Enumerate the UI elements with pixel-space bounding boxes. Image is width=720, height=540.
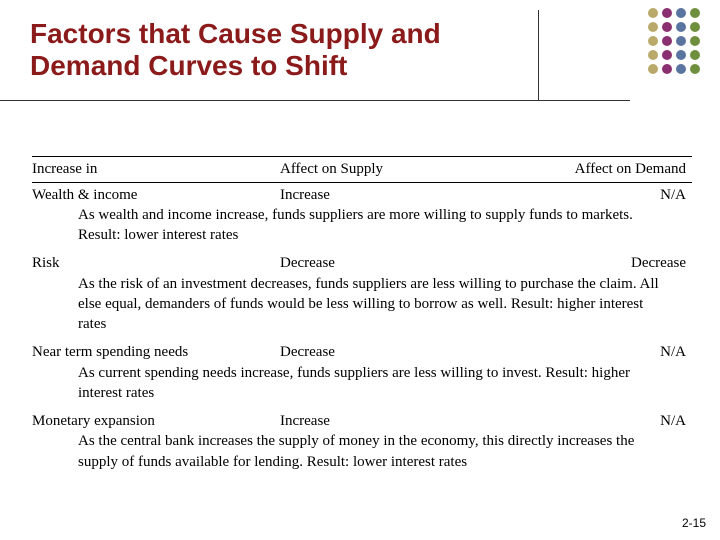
cell-supply: Decrease <box>280 342 518 362</box>
dot-column <box>676 8 686 74</box>
header: Factors that Cause Supply and Demand Cur… <box>0 0 720 96</box>
dot-icon <box>690 8 700 18</box>
dot-icon <box>676 22 686 32</box>
dot-icon <box>662 64 672 74</box>
row-description: As the risk of an investment decreases, … <box>32 274 672 341</box>
decorative-dot-grid <box>648 8 700 74</box>
dot-icon <box>662 8 672 18</box>
cell-supply: Increase <box>280 185 518 205</box>
dot-icon <box>676 50 686 60</box>
page-number: 2-15 <box>682 516 706 530</box>
dot-icon <box>676 36 686 46</box>
row-description: As wealth and income increase, funds sup… <box>32 205 672 252</box>
dot-column <box>690 8 700 74</box>
dot-column <box>648 8 658 74</box>
header-increase-in: Increase in <box>32 159 280 179</box>
cell-factor: Risk <box>32 253 280 273</box>
table-row: Monetary expansionIncreaseN/A <box>32 409 692 431</box>
dot-icon <box>662 36 672 46</box>
slide-title: Factors that Cause Supply and Demand Cur… <box>30 18 510 96</box>
title-underline <box>0 100 630 101</box>
row-description: As current spending needs increase, fund… <box>32 363 672 410</box>
dot-icon <box>662 22 672 32</box>
table-row: RiskDecreaseDecrease <box>32 251 692 273</box>
dot-icon <box>690 22 700 32</box>
table-row: Near term spending needsDecreaseN/A <box>32 340 692 362</box>
dot-icon <box>690 64 700 74</box>
cell-demand: N/A <box>518 411 692 431</box>
dot-icon <box>690 50 700 60</box>
table-row: Wealth & incomeIncreaseN/A <box>32 183 692 205</box>
header-affect-demand: Affect on Demand <box>518 159 692 179</box>
dot-icon <box>648 8 658 18</box>
cell-factor: Near term spending needs <box>32 342 280 362</box>
header-affect-supply: Affect on Supply <box>280 159 518 179</box>
dot-icon <box>648 50 658 60</box>
content-area: Increase in Affect on Supply Affect on D… <box>0 96 720 478</box>
dot-icon <box>648 36 658 46</box>
row-description: As the central bank increases the supply… <box>32 431 672 478</box>
dot-icon <box>648 64 658 74</box>
cell-factor: Monetary expansion <box>32 411 280 431</box>
cell-demand: N/A <box>518 185 692 205</box>
dot-icon <box>662 50 672 60</box>
title-divider <box>538 10 539 100</box>
cell-demand: N/A <box>518 342 692 362</box>
slide: Factors that Cause Supply and Demand Cur… <box>0 0 720 540</box>
table-body: Wealth & incomeIncreaseN/AAs wealth and … <box>32 183 692 478</box>
dot-icon <box>676 64 686 74</box>
cell-demand: Decrease <box>518 253 692 273</box>
table-header-row: Increase in Affect on Supply Affect on D… <box>32 156 692 182</box>
cell-supply: Increase <box>280 411 518 431</box>
dot-icon <box>690 36 700 46</box>
dot-icon <box>676 8 686 18</box>
cell-supply: Decrease <box>280 253 518 273</box>
cell-factor: Wealth & income <box>32 185 280 205</box>
dot-icon <box>648 22 658 32</box>
dot-column <box>662 8 672 74</box>
